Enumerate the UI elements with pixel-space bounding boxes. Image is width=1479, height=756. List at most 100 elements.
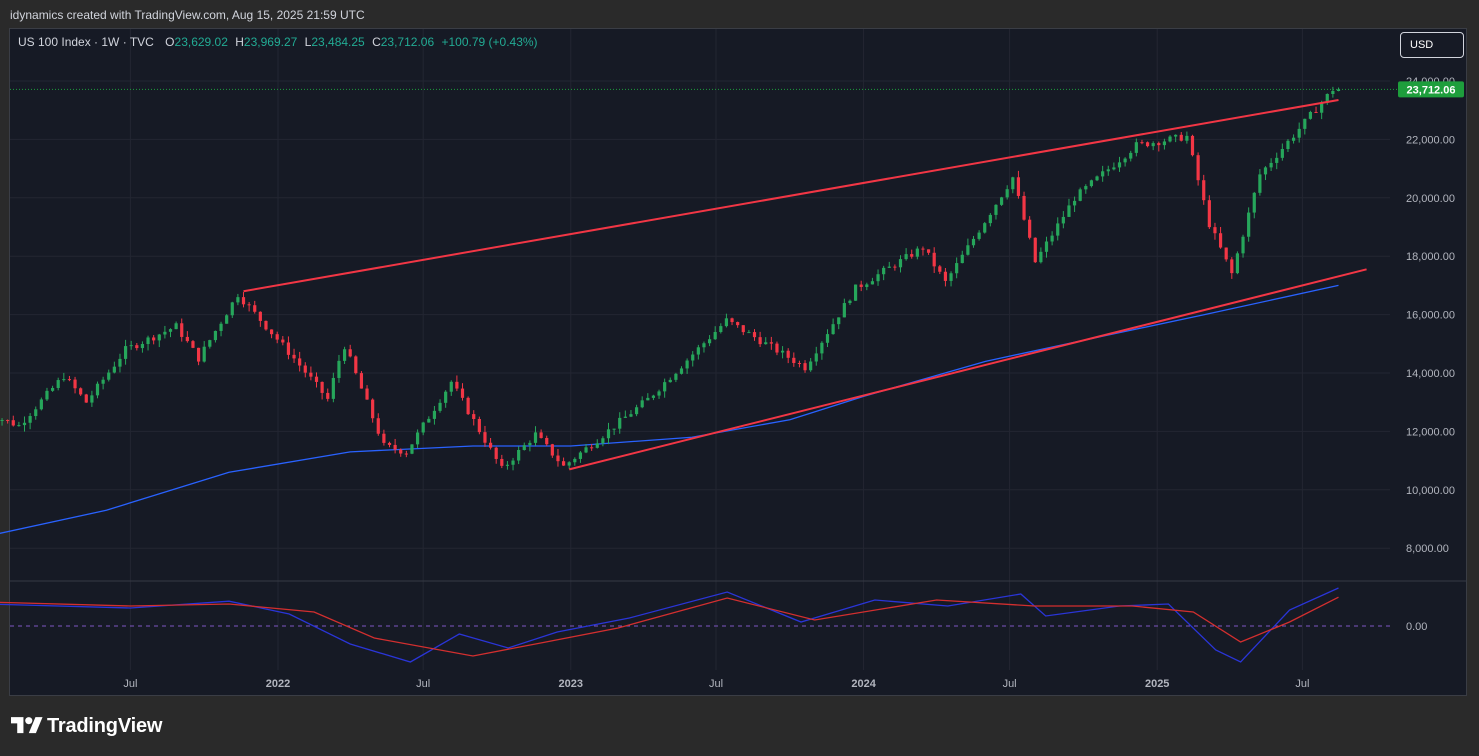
candle [561, 461, 566, 466]
candle [960, 254, 964, 264]
footer-bar [0, 700, 1479, 756]
candle [348, 349, 352, 357]
candle [825, 334, 830, 343]
candle [612, 428, 616, 430]
candle [910, 254, 914, 257]
low-value: 23,484.25 [311, 35, 365, 49]
brand: TradingView [11, 713, 162, 739]
candle [1061, 216, 1065, 224]
x-tick-label: 2022 [266, 678, 290, 690]
y-tick-label: 14,000.00 [1406, 368, 1455, 380]
candle [1022, 195, 1026, 220]
candle [460, 388, 465, 398]
candle [67, 379, 72, 381]
snapshot-caption: idynamics created with TradingView.com, … [10, 8, 365, 22]
candle [752, 332, 757, 338]
y-tick-label: 16,000.00 [1406, 310, 1455, 322]
candle [483, 432, 487, 443]
candle [1314, 111, 1318, 113]
candle [999, 197, 1004, 205]
y-tick-label: 8,000.00 [1406, 543, 1449, 555]
candle [634, 407, 639, 415]
candle [775, 343, 779, 353]
candle [1230, 259, 1234, 274]
candle [90, 395, 94, 403]
candle [573, 458, 577, 463]
candle [28, 416, 32, 423]
candle [247, 304, 251, 306]
candle [736, 322, 740, 326]
candle [123, 346, 128, 359]
candle [842, 303, 846, 318]
candle [1291, 137, 1296, 141]
candle [769, 342, 773, 344]
candle [399, 449, 403, 454]
candle [820, 342, 824, 354]
candle [893, 266, 897, 268]
candle [73, 379, 77, 389]
candle [387, 442, 392, 445]
y-tick-label: 10,000.00 [1406, 485, 1455, 497]
candle [567, 462, 571, 466]
candle [1303, 118, 1307, 129]
currency-button[interactable]: USD [1400, 32, 1464, 58]
candle [505, 464, 510, 466]
candle [1084, 186, 1088, 190]
candle [685, 360, 689, 369]
candle [764, 342, 768, 345]
last-price-badge [1398, 81, 1464, 98]
candle [943, 271, 948, 281]
candle [1117, 162, 1122, 168]
candle [584, 447, 588, 453]
candle [539, 432, 543, 438]
candle [432, 410, 437, 419]
candle [1224, 247, 1228, 260]
change-value: +100.79 (+0.43%) [441, 35, 538, 49]
candle [590, 447, 594, 449]
candle [140, 344, 145, 349]
candle [1168, 136, 1172, 142]
candle [421, 422, 425, 433]
candle [786, 350, 790, 358]
candle [202, 346, 206, 362]
candle [213, 330, 218, 341]
candle [1095, 176, 1099, 181]
candle [1263, 167, 1268, 175]
symbol-label: US 100 Index · 1W · TVC [18, 35, 154, 49]
candle [404, 453, 408, 455]
candle [494, 447, 498, 459]
candle [949, 273, 953, 281]
candle [275, 334, 279, 340]
y-tick-label: 22,000.00 [1406, 134, 1455, 146]
candle [1174, 134, 1178, 137]
candle [281, 339, 285, 343]
candle [977, 232, 981, 239]
close-value: 23,712.06 [380, 35, 435, 49]
candle [371, 399, 375, 419]
candle [101, 379, 105, 384]
candle [792, 357, 796, 363]
candle [39, 399, 43, 410]
y-tick-label: 18,000.00 [1406, 251, 1455, 263]
candle [488, 442, 493, 448]
candle [17, 425, 21, 427]
candle [1101, 171, 1105, 177]
candle [1028, 219, 1032, 238]
candle [876, 274, 880, 282]
moving-average-line [0, 284, 1339, 534]
candle [303, 365, 307, 373]
open-value: 23,629.02 [174, 35, 228, 49]
candle [185, 336, 189, 342]
candle [174, 323, 178, 330]
candle [1325, 94, 1329, 103]
candle [1162, 141, 1167, 146]
candle [1089, 180, 1094, 187]
oscillator-zero-label: 0.00 [1406, 621, 1427, 633]
candle [500, 458, 504, 466]
candle [696, 347, 700, 355]
candle [168, 329, 173, 332]
candle [230, 302, 234, 316]
y-tick-label: 12,000.00 [1406, 426, 1455, 438]
candle [241, 297, 246, 305]
